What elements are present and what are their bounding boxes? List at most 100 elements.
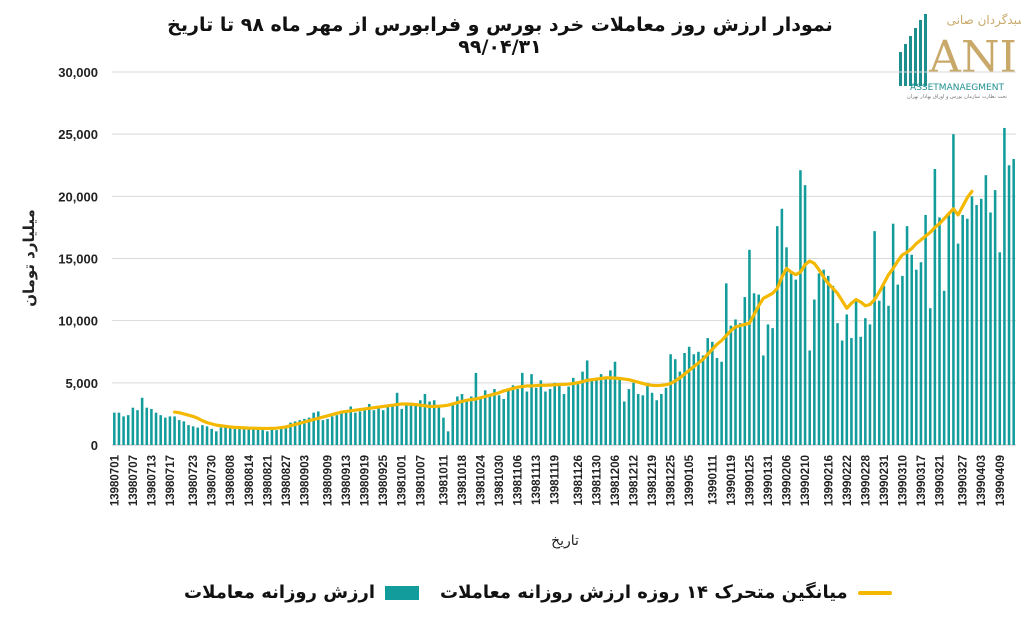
bar	[326, 418, 329, 445]
bar	[901, 275, 904, 445]
bar	[970, 196, 974, 445]
bar	[840, 340, 844, 445]
bar	[252, 428, 255, 445]
x-tick-label: 13981206	[610, 455, 622, 506]
bar	[673, 359, 677, 445]
bar	[154, 412, 158, 445]
bar	[655, 400, 658, 445]
bar	[743, 297, 747, 445]
bar	[335, 415, 339, 445]
bar	[646, 382, 649, 445]
y-tick-label: 15,000	[58, 252, 98, 267]
bar	[131, 407, 135, 445]
bar	[562, 394, 566, 445]
bar	[613, 361, 617, 445]
bar	[572, 377, 575, 445]
bar	[483, 390, 487, 445]
bar	[321, 420, 325, 445]
bar	[349, 406, 353, 445]
bar	[692, 354, 696, 445]
bar	[706, 338, 709, 445]
x-tick-label: 13990111	[707, 454, 719, 505]
bar	[803, 185, 807, 445]
legend-bar-swatch	[385, 585, 419, 600]
bar	[354, 412, 357, 445]
bar	[451, 402, 455, 445]
bar	[868, 324, 872, 445]
legend-item-bars: ارزش روزانه معاملات	[184, 582, 419, 603]
bar	[595, 379, 598, 445]
bar	[164, 417, 167, 445]
bar	[279, 427, 283, 445]
bar	[585, 360, 589, 445]
bar	[381, 410, 385, 445]
logo-english-text: ASSETMANAEGMENT	[910, 83, 1004, 93]
y-tick-label: 30,000	[58, 65, 98, 80]
bar	[752, 293, 756, 445]
bar	[1007, 165, 1011, 445]
bar	[414, 403, 417, 445]
bar	[409, 402, 413, 445]
x-tick-label: 13981011	[438, 454, 450, 505]
x-tick-label: 13980808	[225, 454, 237, 506]
bar	[785, 247, 788, 445]
bar	[395, 392, 399, 445]
bar	[701, 355, 705, 445]
bar	[984, 175, 988, 445]
bar	[177, 420, 181, 445]
bar	[975, 205, 978, 445]
bar	[228, 426, 232, 445]
x-axis-label: تاریخ	[551, 533, 579, 549]
bar	[145, 407, 149, 445]
bar	[293, 421, 297, 445]
bar	[771, 328, 774, 445]
bar	[961, 214, 964, 445]
x-tick-label: 13980925	[378, 454, 390, 506]
bar	[247, 428, 251, 445]
bar	[233, 428, 237, 445]
bar	[734, 319, 737, 445]
bar	[618, 379, 621, 445]
x-tick-label: 13990231	[879, 454, 891, 506]
bar	[1003, 127, 1006, 445]
bar	[641, 395, 645, 445]
x-tick-label: 13981001	[397, 454, 409, 506]
bar	[266, 431, 269, 445]
bar	[423, 394, 427, 445]
bar	[317, 411, 320, 445]
bar	[581, 371, 584, 445]
bar	[122, 416, 125, 445]
logo-brand-text: سبدگردان صانی	[947, 13, 1021, 28]
bar	[910, 254, 913, 445]
bar	[368, 403, 371, 445]
bar	[882, 285, 886, 445]
bar	[187, 425, 190, 445]
x-tick-label: 13980903	[299, 455, 311, 506]
bar	[558, 385, 561, 445]
bar	[669, 354, 672, 445]
bar	[627, 389, 631, 445]
bar	[873, 231, 876, 445]
x-tick-label: 13990228	[860, 454, 872, 506]
bar	[813, 299, 816, 445]
bar	[831, 285, 835, 445]
x-tick-label: 13990131	[763, 454, 775, 506]
bar	[126, 415, 130, 445]
x-tick-label: 13980707	[128, 455, 140, 506]
bar	[270, 428, 274, 445]
bar	[896, 284, 900, 445]
bar	[219, 427, 223, 445]
bar	[780, 208, 784, 445]
bar	[511, 385, 515, 445]
x-tick-label: 13980701	[109, 454, 121, 506]
x-tick-label: 13981126	[573, 455, 585, 506]
bar	[724, 283, 728, 445]
bar	[488, 396, 492, 445]
bar	[358, 411, 362, 445]
bar	[507, 389, 510, 445]
bar	[502, 399, 506, 445]
logo-bars-icon	[899, 14, 927, 86]
bar	[993, 190, 997, 445]
bar	[521, 372, 524, 445]
bar	[289, 422, 292, 445]
